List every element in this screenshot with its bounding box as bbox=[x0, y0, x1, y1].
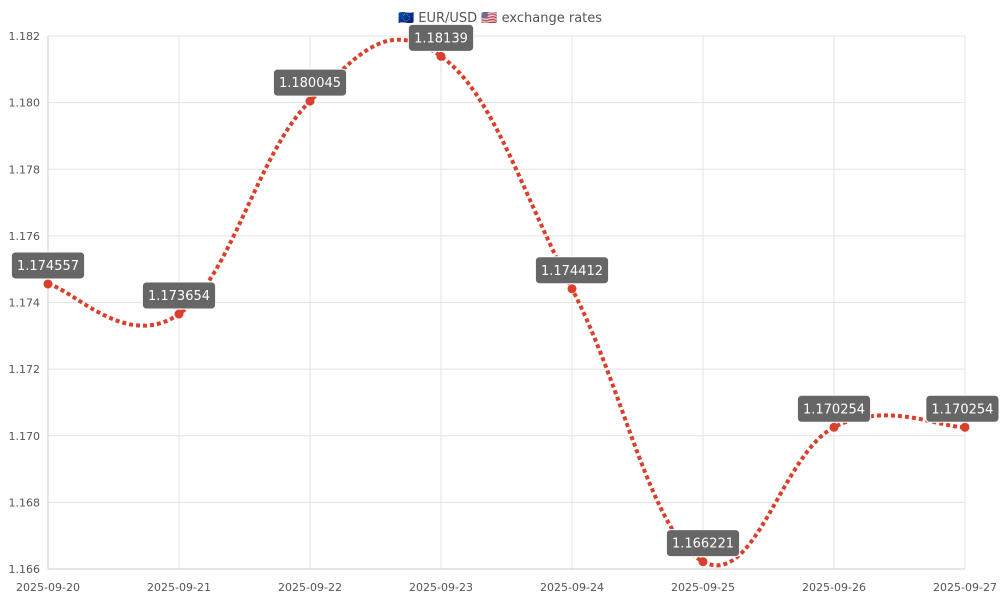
y-tick-label: 1.176 bbox=[9, 230, 41, 243]
y-tick-label: 1.174 bbox=[9, 297, 41, 310]
x-tick-label: 2025-09-20 bbox=[16, 581, 80, 594]
x-tick-label: 2025-09-23 bbox=[409, 581, 473, 594]
data-label-box bbox=[272, 68, 348, 97]
data-point[interactable] bbox=[43, 279, 53, 289]
data-label: 1.174412 bbox=[534, 256, 610, 285]
data-point[interactable] bbox=[436, 51, 446, 61]
data-labels: 1.174557 1.173654 1.180045 1.18139 1.174412 1… bbox=[10, 23, 1000, 558]
x-tick-label: 2025-09-25 bbox=[671, 581, 735, 594]
data-label-box bbox=[665, 529, 741, 558]
data-label-box bbox=[10, 251, 86, 280]
y-tick-label: 1.166 bbox=[9, 563, 41, 576]
data-label-text: 1.166221 bbox=[672, 537, 734, 552]
data-label-box bbox=[796, 394, 872, 423]
data-label-text: 1.174412 bbox=[541, 264, 603, 279]
data-label: 1.170254 bbox=[796, 394, 872, 423]
data-point[interactable] bbox=[174, 309, 184, 319]
data-point[interactable] bbox=[960, 422, 970, 432]
axes: 1.166 1.168 1.170 1.172 1.174 1.176 1.178 1.180… bbox=[9, 30, 997, 594]
grid bbox=[47, 35, 966, 570]
x-tick-label: 2025-09-27 bbox=[933, 581, 997, 594]
data-label: 1.170254 bbox=[925, 394, 1000, 423]
data-label: 1.18139 bbox=[407, 23, 475, 52]
data-point[interactable] bbox=[305, 96, 315, 106]
data-points bbox=[43, 51, 970, 567]
data-point[interactable] bbox=[698, 557, 708, 567]
x-tick-label: 2025-09-24 bbox=[540, 581, 604, 594]
data-label: 1.180045 bbox=[272, 68, 348, 97]
data-label-box bbox=[925, 394, 1000, 423]
data-label-box bbox=[141, 281, 217, 310]
data-label: 1.166221 bbox=[665, 529, 741, 558]
data-point[interactable] bbox=[829, 422, 839, 432]
y-tick-label: 1.180 bbox=[9, 97, 41, 110]
x-tick-label: 2025-09-26 bbox=[802, 581, 866, 594]
data-label-box bbox=[534, 256, 610, 285]
data-label-text: 1.170254 bbox=[803, 402, 865, 417]
y-tick-label: 1.178 bbox=[9, 163, 41, 176]
data-label: 1.173654 bbox=[141, 281, 217, 310]
data-label-text: 1.174557 bbox=[17, 259, 79, 274]
y-tick-label: 1.172 bbox=[9, 363, 41, 376]
y-tick-label: 1.170 bbox=[9, 430, 41, 443]
y-tick-label: 1.182 bbox=[9, 30, 41, 43]
data-label: 1.174557 bbox=[10, 251, 86, 280]
x-tick-label: 2025-09-22 bbox=[278, 581, 342, 594]
x-tick-label: 2025-09-21 bbox=[147, 581, 211, 594]
data-label-box bbox=[407, 23, 475, 52]
data-label-text: 1.180045 bbox=[279, 76, 341, 91]
y-tick-label: 1.168 bbox=[9, 496, 41, 509]
data-label-text: 1.173654 bbox=[148, 289, 210, 304]
data-label-text: 1.18139 bbox=[414, 31, 468, 46]
data-label-text: 1.170254 bbox=[931, 402, 993, 417]
chart-title: 🇪🇺 EUR/USD 🇺🇸 exchange rates bbox=[398, 11, 602, 26]
data-point[interactable] bbox=[567, 284, 577, 294]
